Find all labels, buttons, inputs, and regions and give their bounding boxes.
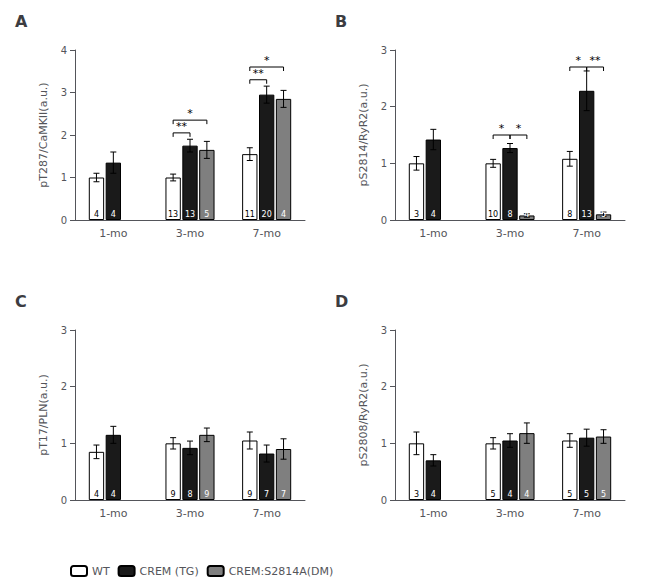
svg-text:9: 9 [171,490,176,499]
svg-text:4: 4 [281,210,286,219]
svg-text:*: * [499,122,505,135]
svg-text:7: 7 [281,490,286,499]
svg-text:8: 8 [567,210,572,219]
svg-text:1-mo: 1-mo [99,227,128,240]
svg-text:*: * [264,54,270,67]
svg-text:WT: WT [92,565,110,578]
svg-text:13: 13 [185,210,195,219]
svg-text:1-mo: 1-mo [419,507,448,520]
svg-text:4: 4 [507,490,512,499]
svg-text:10: 10 [488,210,498,219]
svg-text:3: 3 [61,325,67,336]
svg-text:5: 5 [567,490,572,499]
svg-text:3: 3 [414,490,419,499]
svg-text:*: * [575,54,581,67]
svg-text:pS2808/RyR2(a.u.): pS2808/RyR2(a.u.) [357,363,370,466]
svg-text:2: 2 [61,130,67,141]
svg-text:11: 11 [245,210,255,219]
svg-text:1: 1 [381,438,387,449]
svg-text:8: 8 [507,210,512,219]
svg-text:3: 3 [381,325,387,336]
svg-text:4: 4 [111,210,116,219]
svg-text:7-mo: 7-mo [572,227,601,240]
svg-text:2: 2 [381,101,387,112]
svg-text:9: 9 [247,490,252,499]
svg-text:*: * [187,107,193,120]
svg-text:4: 4 [431,210,436,219]
svg-text:3: 3 [381,45,387,56]
svg-text:3-mo: 3-mo [176,507,205,520]
svg-text:5: 5 [601,210,606,219]
svg-text:C: C [15,292,27,311]
svg-text:9: 9 [204,490,209,499]
svg-text:7-mo: 7-mo [252,227,281,240]
svg-text:0: 0 [61,495,67,506]
svg-text:1: 1 [61,172,67,183]
svg-text:pS2814/RyR2(a.u.): pS2814/RyR2(a.u.) [357,83,370,186]
svg-text:**: ** [590,54,602,67]
svg-text:4: 4 [94,490,99,499]
svg-text:CREM:S2814A(DM): CREM:S2814A(DM) [229,565,334,578]
svg-text:8: 8 [187,490,192,499]
svg-text:*: * [516,122,522,135]
svg-text:5: 5 [584,490,589,499]
svg-text:4: 4 [524,210,529,219]
svg-text:1-mo: 1-mo [419,227,448,240]
svg-text:1-mo: 1-mo [99,507,128,520]
svg-text:0: 0 [61,215,67,226]
svg-text:4: 4 [524,490,529,499]
svg-text:3-mo: 3-mo [496,227,525,240]
svg-text:3: 3 [414,210,419,219]
svg-text:13: 13 [168,210,178,219]
svg-text:13: 13 [582,210,592,219]
svg-text:2: 2 [381,381,387,392]
svg-text:**: ** [176,120,188,133]
svg-text:3-mo: 3-mo [496,507,525,520]
svg-text:5: 5 [204,210,209,219]
svg-text:pT17/PLN(a.u.): pT17/PLN(a.u.) [37,374,50,456]
svg-text:7-mo: 7-mo [252,507,281,520]
svg-text:B: B [335,12,347,31]
svg-text:4: 4 [61,45,67,56]
svg-text:3-mo: 3-mo [176,227,205,240]
svg-text:5: 5 [601,490,606,499]
svg-text:1: 1 [381,158,387,169]
svg-text:4: 4 [431,490,436,499]
svg-text:7-mo: 7-mo [572,507,601,520]
svg-text:A: A [15,12,28,31]
svg-text:**: ** [253,67,265,80]
svg-text:0: 0 [381,495,387,506]
svg-text:2: 2 [61,381,67,392]
svg-text:3: 3 [61,87,67,98]
svg-text:20: 20 [262,210,272,219]
svg-text:4: 4 [111,490,116,499]
svg-text:0: 0 [381,215,387,226]
svg-text:4: 4 [94,210,99,219]
svg-text:D: D [335,292,348,311]
svg-text:7: 7 [264,490,269,499]
svg-text:5: 5 [491,490,496,499]
svg-text:CREM (TG): CREM (TG) [140,565,199,578]
svg-text:pT287/CaMKII(a.u.): pT287/CaMKII(a.u.) [37,82,50,187]
svg-text:1: 1 [61,438,67,449]
